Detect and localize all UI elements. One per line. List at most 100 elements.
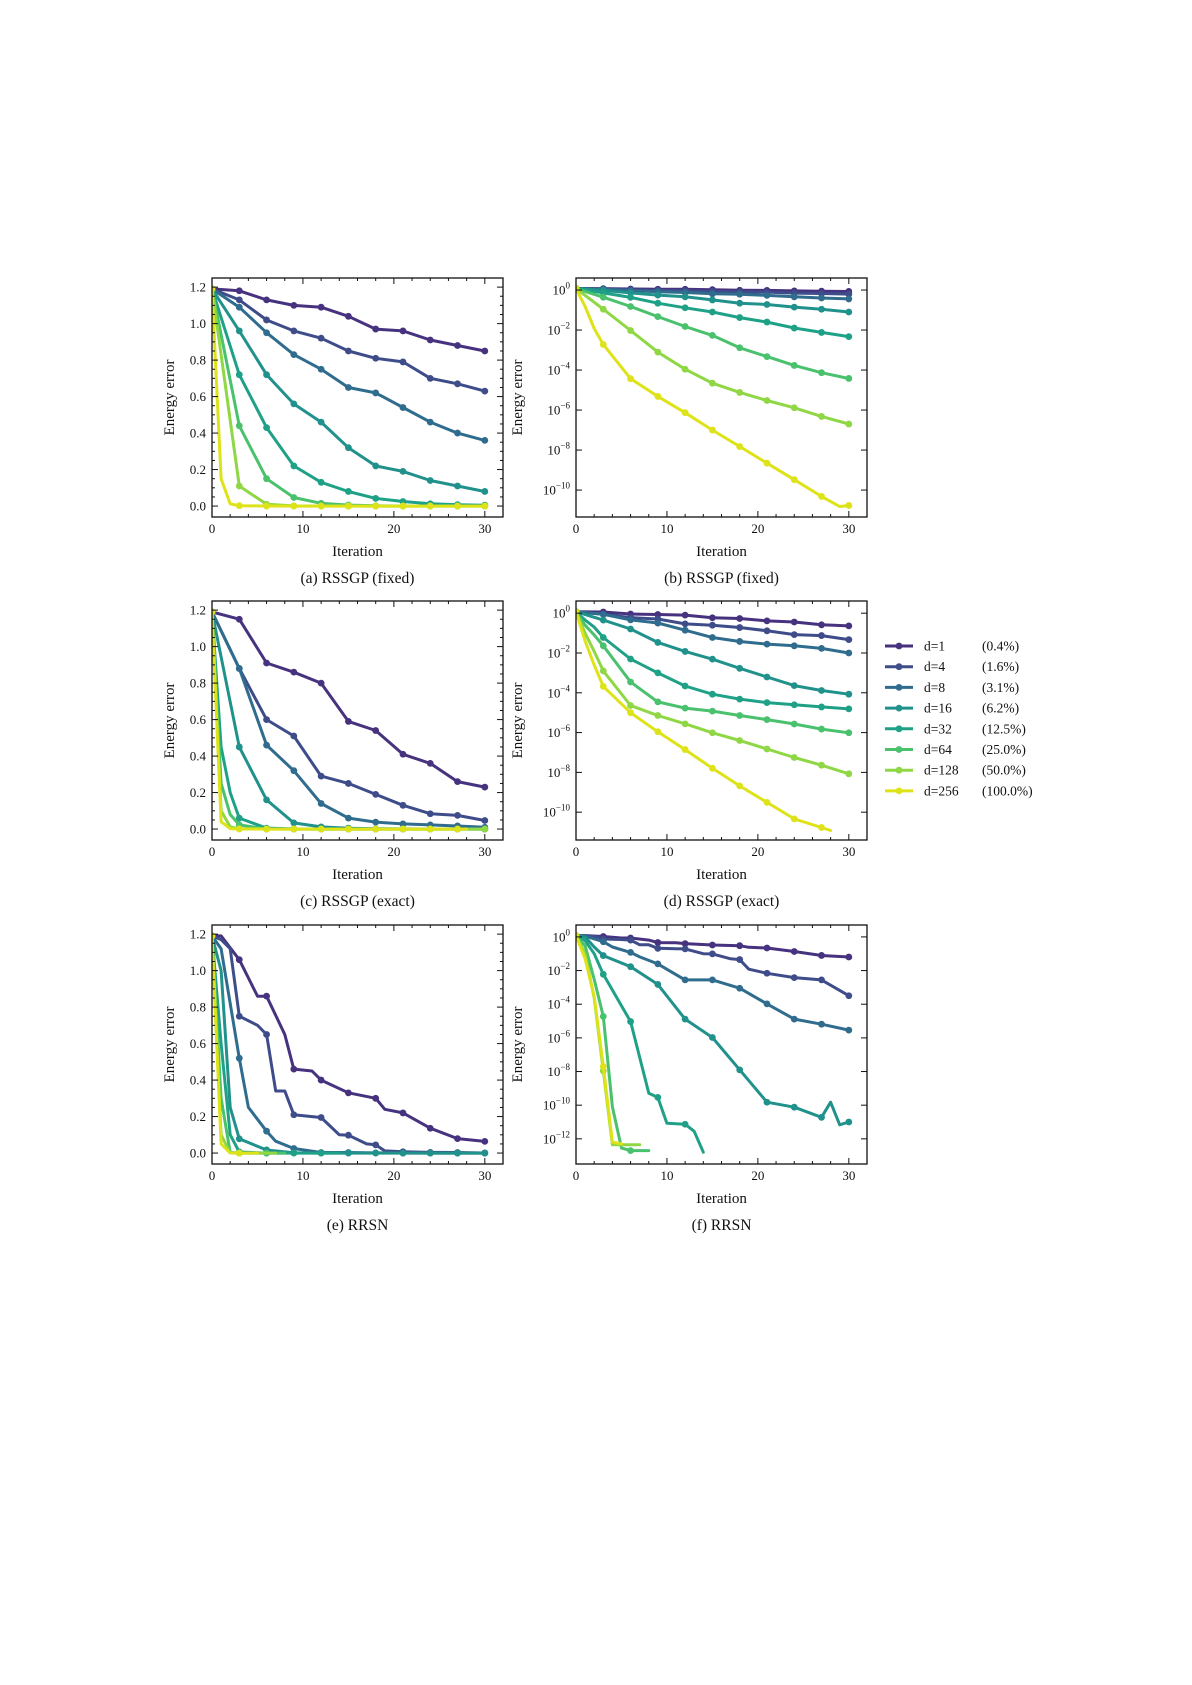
data-point-d=4 (481, 387, 489, 395)
data-point-d=16 (290, 400, 298, 408)
chart-panel-d: 0 10 20 30 100 10−2 10−4 10−6 10−8 10−10 Iteration… (510, 600, 868, 910)
data-point-d=16 (317, 418, 325, 426)
data-point-d=8 (736, 984, 744, 992)
x-tick-label: 10 (660, 521, 673, 536)
data-point-d=32 (709, 308, 716, 316)
data-point-d=8 (736, 638, 744, 645)
data-point-d=64 (681, 704, 689, 712)
data-point-d=8 (818, 294, 825, 302)
data-point-d=16 (654, 639, 662, 646)
data-point-d=128 (599, 667, 607, 675)
data-point-d=1 (818, 621, 825, 629)
data-point-d=4 (345, 1131, 352, 1139)
data-point-d=16 (426, 477, 434, 484)
data-point-d=256 (736, 443, 744, 450)
panel-caption: (e) RRSN (327, 1217, 389, 1234)
y-tick-label: 0.2 (190, 1109, 206, 1124)
x-tick-label: 0 (209, 844, 216, 859)
data-point-d=16 (372, 1149, 380, 1157)
data-point-d=4 (426, 374, 434, 382)
legend-label: d=128 (924, 763, 959, 778)
data-point-d=4 (345, 347, 352, 355)
data-point-d=16 (736, 299, 744, 307)
panel-caption: (c) RSSGP (exact) (300, 893, 415, 910)
legend-label: d=32 (924, 721, 952, 736)
data-point-d=1 (399, 327, 407, 335)
data-point-d=8 (763, 1000, 771, 1008)
x-axis-label: Iteration (696, 544, 747, 560)
x-tick-label: 30 (842, 844, 855, 859)
y-tick-label: 1.2 (190, 280, 206, 295)
data-point-d=32 (709, 690, 716, 698)
data-point-d=4 (317, 1114, 325, 1121)
data-point-d=32 (317, 478, 325, 486)
data-point-d=256 (263, 502, 270, 510)
data-point-d=32 (627, 1018, 634, 1025)
data-point-d=128 (790, 754, 798, 761)
data-point-d=64 (763, 716, 771, 723)
data-point-d=256 (263, 825, 270, 833)
data-point-d=256 (399, 825, 407, 833)
data-point-d=8 (263, 1127, 270, 1135)
data-point-d=32 (681, 682, 689, 690)
data-point-d=16 (426, 1149, 434, 1157)
data-point-d=1 (290, 301, 298, 309)
legend-label: d=4 (924, 659, 945, 674)
y-tick-label: 0.2 (190, 462, 206, 477)
data-point-d=256 (317, 825, 325, 833)
data-point-d=1 (426, 759, 434, 767)
data-point-d=128 (654, 348, 662, 356)
data-point-d=256 (627, 709, 634, 717)
data-point-d=4 (763, 627, 771, 635)
x-tick-label: 10 (660, 844, 673, 859)
y-tick-label: 0.6 (190, 712, 207, 727)
data-point-d=32 (790, 324, 798, 332)
data-point-d=16 (599, 952, 607, 959)
series-group (576, 932, 853, 1155)
data-point-d=256 (736, 782, 744, 790)
data-point-d=1 (454, 342, 461, 349)
y-tick-label: 10−4 (547, 995, 570, 1012)
data-point-d=32 (235, 814, 243, 822)
data-point-d=128 (235, 482, 243, 490)
data-point-d=8 (627, 616, 634, 624)
data-point-d=4 (481, 817, 489, 824)
data-point-d=16 (235, 327, 243, 335)
data-point-d=1 (263, 296, 270, 304)
data-point-d=4 (399, 801, 407, 809)
data-point-d=1 (235, 956, 243, 964)
data-point-d=1 (317, 679, 325, 687)
data-point-d=8 (345, 384, 352, 391)
y-tick-label: 0.6 (190, 1036, 207, 1051)
y-tick-label: 10−4 (547, 683, 570, 700)
data-point-d=8 (235, 665, 243, 672)
data-point-d=64 (599, 642, 607, 650)
data-point-d=4 (290, 1111, 298, 1119)
data-point-d=128 (481, 825, 489, 833)
data-point-d=4 (263, 316, 270, 324)
chart-panel-a: 0 10 20 30 0.0 0.2 0.4 0.6 0.8 1.0 1.2 Iteration Ene… (162, 277, 504, 587)
x-tick-label: 0 (573, 521, 580, 536)
data-point-d=64 (681, 323, 689, 330)
data-point-d=32 (736, 314, 744, 321)
series-line-d=1 (576, 934, 851, 959)
data-point-d=1 (763, 944, 771, 952)
data-point-d=1 (317, 1076, 325, 1084)
data-point-d=16 (654, 981, 662, 988)
data-point-d=4 (290, 732, 298, 740)
data-point-d=1 (709, 941, 716, 949)
x-tick-label: 10 (296, 844, 309, 859)
y-tick-label: 10−4 (547, 361, 570, 378)
y-tick-label: 0.0 (190, 1146, 206, 1161)
legend-swatch-marker (895, 787, 903, 795)
x-tick-label: 10 (296, 521, 309, 536)
legend-item-d=256: d=256 (100.0%) (885, 783, 1033, 798)
data-point-d=256 (599, 682, 607, 690)
data-point-d=4 (709, 950, 716, 958)
series-line-d=8 (212, 934, 487, 1155)
data-point-d=64 (599, 293, 607, 301)
y-tick-label: 1.2 (190, 603, 206, 618)
data-point-d=16 (736, 664, 744, 672)
data-point-d=8 (235, 303, 243, 311)
y-tick-label: 10−6 (547, 1028, 570, 1045)
